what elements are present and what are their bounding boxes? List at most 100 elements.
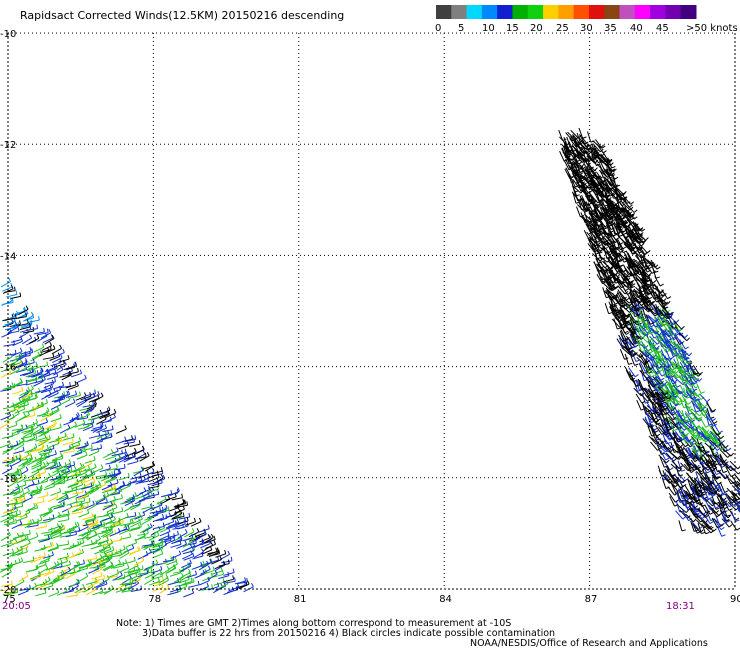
- wind-barb-feather: [45, 399, 49, 404]
- wind-barb: [23, 371, 34, 376]
- wind-barb-feather: [137, 565, 140, 571]
- wind-barb-feather: [67, 390, 71, 395]
- wind-barb: [11, 351, 23, 357]
- wind-barb: [200, 568, 211, 575]
- wind-barb-feather: [47, 535, 51, 540]
- wind-barb-feather: [668, 322, 673, 327]
- wind-barb-feather: [667, 365, 672, 369]
- wind-barb-feather: [176, 530, 179, 535]
- wind-barb-feather: [26, 587, 29, 592]
- wind-barb-feather: [677, 345, 682, 349]
- wind-barb-feather: [20, 473, 23, 478]
- wind-barb: [88, 394, 100, 400]
- wind-barb-feather: [166, 565, 170, 570]
- wind-barb-feather: [69, 381, 71, 387]
- wind-barb-feather: [706, 429, 710, 434]
- wind-barb: [102, 564, 113, 571]
- wind-barb-feather: [98, 535, 101, 540]
- wind-barb-feather: [594, 243, 599, 247]
- wind-barb: [15, 369, 27, 373]
- wind-barb: [8, 472, 20, 477]
- wind-barb: [49, 578, 60, 584]
- wind-barb-feather: [131, 578, 134, 583]
- wind-barb: [177, 520, 189, 525]
- wind-barb-feather: [157, 482, 160, 487]
- wind-barb-feather: [694, 514, 699, 518]
- wind-barb: [704, 499, 711, 511]
- wind-barb-feather: [582, 136, 587, 139]
- wind-barb-feather: [711, 410, 716, 413]
- wind-barb: [224, 580, 236, 584]
- wind-barb: [721, 518, 730, 528]
- wind-barb: [647, 325, 657, 335]
- wind-barb-feather: [188, 568, 191, 573]
- wind-barb: [69, 473, 81, 478]
- wind-barb-feather: [141, 445, 145, 450]
- wind-barb: [77, 505, 89, 510]
- wind-barb-feather: [688, 387, 692, 391]
- wind-barb-feather: [658, 332, 663, 336]
- wind-barb-feather: [113, 522, 115, 527]
- wind-barb: [63, 464, 75, 468]
- wind-barb-feather: [629, 206, 634, 211]
- wind-barb-feather: [107, 429, 110, 434]
- wind-barb: [639, 392, 648, 402]
- wind-barb: [185, 574, 197, 579]
- wind-barb: [15, 316, 27, 320]
- wind-barb-feather: [120, 535, 123, 541]
- wind-barb: [93, 578, 105, 582]
- wind-barb-feather: [25, 572, 29, 577]
- wind-barb-feather: [619, 242, 624, 246]
- wind-barb-feather: [54, 459, 58, 464]
- wind-barb: [111, 497, 123, 502]
- wind-barb-feather: [645, 237, 649, 241]
- wind-barb: [565, 158, 571, 170]
- wind-barb-feather: [689, 366, 693, 370]
- wind-barb: [172, 570, 184, 574]
- wind-barb: [109, 531, 121, 537]
- wind-barb: [121, 585, 132, 592]
- wind-barb: [672, 420, 679, 430]
- wind-barb-feather: [43, 552, 46, 557]
- wind-barb-feather: [709, 521, 714, 525]
- wind-barb: [59, 399, 70, 406]
- wind-barb-feather: [661, 405, 666, 408]
- wind-barb: [147, 474, 159, 479]
- wind-barb: [31, 373, 42, 378]
- wind-barb: [585, 223, 594, 233]
- wind-barb-feather: [15, 499, 18, 504]
- wind-barb: [188, 531, 200, 538]
- wind-barb-feather: [19, 454, 22, 459]
- wind-barb: [42, 356, 54, 360]
- wind-barb: [90, 483, 101, 490]
- wind-barb-feather: [88, 497, 91, 502]
- chart-title: Rapidsact Corrected Winds(12.5KM) 201502…: [20, 9, 345, 22]
- wind-barb-feather: [35, 361, 38, 366]
- wind-barb-feather: [33, 411, 36, 416]
- wind-barb-feather: [72, 398, 76, 403]
- wind-barb-feather: [24, 351, 27, 356]
- wind-barb: [223, 572, 235, 576]
- wind-barb: [660, 449, 666, 461]
- wind-barb-feather: [699, 442, 703, 447]
- wind-barb: [68, 482, 79, 488]
- wind-barb: [625, 339, 633, 349]
- wind-barb: [91, 575, 103, 580]
- wind-barb-feather: [630, 216, 635, 221]
- wind-barb-feather: [160, 549, 164, 554]
- wind-barb: [77, 426, 89, 430]
- wind-barb-feather: [715, 505, 720, 509]
- wind-barb: [35, 458, 47, 464]
- wind-barb: [185, 521, 196, 526]
- wind-barb: [45, 460, 57, 465]
- wind-barb-feather: [631, 288, 636, 293]
- wind-barb: [579, 200, 586, 211]
- wind-barb: [25, 378, 37, 382]
- wind-barb: [5, 317, 17, 321]
- wind-barb-feather: [196, 528, 200, 533]
- wind-barb: [65, 573, 76, 579]
- wind-barb-feather: [50, 383, 54, 388]
- wind-barb: [60, 570, 71, 576]
- wind-barb: [10, 401, 21, 408]
- wind-barb-feather: [35, 375, 38, 380]
